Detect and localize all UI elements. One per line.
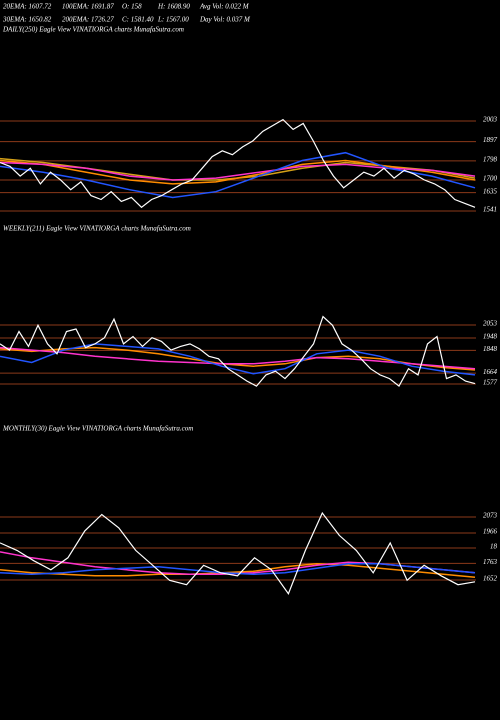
price-line [0, 343, 476, 376]
y-tick-label: 2073 [483, 512, 498, 520]
y-tick-label: 1635 [483, 187, 498, 195]
header-stat: 100EMA: 1691.87 [62, 3, 114, 11]
y-tick-label: 2053 [483, 320, 498, 328]
header-stat: 200EMA: 1726.27 [62, 16, 114, 24]
y-tick-label: 1966 [483, 528, 498, 536]
header-stat: H: 1608.90 [157, 3, 190, 11]
price-line [0, 346, 476, 371]
y-tick-label: 1897 [483, 136, 498, 144]
y-tick-label: 1763 [483, 558, 498, 566]
header-stat: Day Vol: 0.037 M [199, 16, 251, 24]
y-tick-label: 2003 [483, 116, 498, 124]
y-tick-label: 1664 [483, 368, 498, 376]
panel-title: DAILY(250) Eagle View VINATIORGA charts … [2, 26, 184, 34]
price-line [0, 161, 476, 181]
y-tick-label: 1541 [483, 206, 497, 214]
header-stat: O: 158 [122, 3, 142, 11]
header-stat: Avg Vol: 0.022 M [199, 3, 250, 11]
price-line [0, 151, 476, 199]
header-stat: 30EMA: 1650.82 [2, 16, 52, 24]
header-stat: C: 1581.40 [122, 16, 154, 24]
y-tick-label: 18 [490, 543, 498, 551]
y-tick-label: 1948 [483, 333, 498, 341]
price-line [0, 563, 476, 579]
price-line [0, 346, 476, 370]
y-tick-label: 1652 [483, 575, 498, 583]
price-line [0, 315, 476, 388]
header-stat: L: 1567.00 [157, 16, 189, 24]
panel-title: WEEKLY(211) Eagle View VINATIORGA charts… [3, 225, 191, 233]
price-line [0, 563, 476, 576]
y-tick-label: 1700 [483, 175, 498, 183]
y-tick-label: 1848 [483, 345, 498, 353]
y-tick-label: 1577 [483, 379, 498, 387]
header-stat: 20EMA: 1607.72 [3, 3, 52, 11]
y-tick-label: 1798 [483, 156, 498, 164]
panel-title: MONTHLY(30) Eagle View VINATIORGA charts… [2, 425, 193, 433]
price-line [0, 511, 476, 595]
price-line [0, 159, 476, 185]
price-line [0, 118, 476, 209]
